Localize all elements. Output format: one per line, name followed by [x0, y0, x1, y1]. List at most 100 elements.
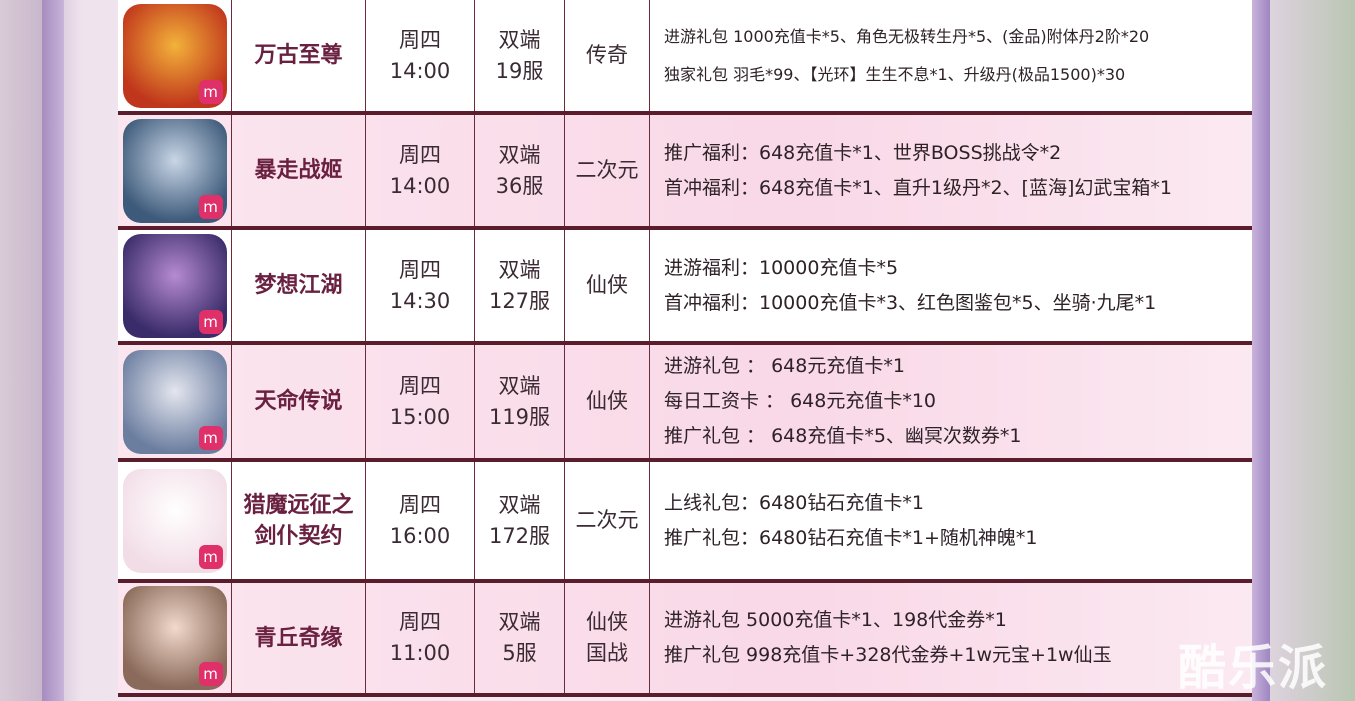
time: 11:00: [389, 641, 451, 665]
server-cell: 双端 36服: [475, 115, 565, 226]
icon-cell: m: [118, 115, 232, 226]
name-cell: 万古至尊: [232, 0, 366, 111]
genre: 二次元: [575, 158, 639, 182]
genre: 仙侠: [586, 273, 628, 297]
server: 172服: [488, 523, 551, 548]
gift-line: 上线礼包：6480钻石充值卡*1: [664, 491, 924, 514]
genre-cell: 仙侠: [565, 345, 650, 458]
icon-cell: m: [118, 583, 232, 693]
gift-line: 进游礼包 1000充值卡*5、角色无极转生丹*5、(金品)附体丹2阶*20: [664, 26, 1150, 46]
gift-cell: 进游礼包 1000充值卡*5、角色无极转生丹*5、(金品)附体丹2阶*20 独家礼…: [650, 0, 1252, 111]
name-cell: 猎魔远征之 剑仆契约: [232, 462, 366, 579]
gift-cell: 推广福利：648充值卡*1、世界BOSS挑战令*2 首冲福利：648充值卡*1、直…: [650, 115, 1252, 226]
server: 119服: [488, 404, 551, 429]
game-icon[interactable]: m: [122, 468, 227, 573]
genre: 仙侠: [586, 389, 628, 413]
name-cell: 梦想江湖: [232, 230, 366, 341]
time: 16:00: [389, 523, 451, 548]
gift-line: 每日工资卡 ： 648元充值卡*10: [664, 390, 937, 412]
genre: 二次元: [575, 508, 639, 532]
server-cell: 双端 19服: [475, 0, 565, 111]
gift-line: 首冲福利：10000充值卡*3、红色图鉴包*5、坐骑·九尾*1: [664, 291, 1157, 314]
game-name: 暴走战姬: [254, 158, 343, 183]
game-icon[interactable]: m: [122, 586, 227, 690]
time: 14:00: [389, 58, 451, 83]
day: 周四: [399, 492, 441, 517]
time: 15:00: [389, 404, 451, 429]
icon-cell: m: [118, 462, 232, 579]
platform: 双端: [498, 373, 541, 398]
gift-line: 进游礼包 ： 648元充值卡*1: [664, 355, 905, 377]
game-icon[interactable]: m: [122, 118, 227, 223]
server: 36服: [495, 173, 544, 198]
game-row[interactable]: m 天命传说 周四 15:00 双端 119服 仙侠 进游礼包 ： 648元充值卡*…: [118, 345, 1252, 462]
time-cell: 周四 16:00: [366, 462, 475, 579]
gift-line: 推广礼包 998充值卡+328代金券+1w元宝+1w仙玉: [664, 644, 1112, 666]
game-name-line: 剑仆契约: [254, 523, 343, 549]
server-cell: 双端 172服: [475, 462, 565, 579]
icon-cell: m: [118, 0, 232, 111]
platform: 双端: [498, 492, 541, 517]
genre-cell: 传奇: [565, 0, 650, 111]
game-row[interactable]: m 青丘奇缘 周四 11:00 双端 5服 仙侠 国战 进游礼包 5000充值卡*1、…: [118, 583, 1252, 697]
day: 周四: [399, 142, 441, 167]
gift-cell: 进游福利：10000充值卡*5 首冲福利：10000充值卡*3、红色图鉴包*5、坐…: [650, 230, 1252, 341]
app-badge-icon: m: [198, 544, 223, 569]
time-cell: 周四 15:00: [366, 345, 475, 458]
genre-cell: 仙侠: [565, 230, 650, 341]
server-cell: 双端 119服: [475, 345, 565, 458]
game-schedule-table: m 万古至尊 周四 14:00 双端 19服 传奇 进游礼包 1000充值卡*5、角…: [118, 0, 1252, 697]
app-badge-icon: m: [198, 662, 223, 686]
game-row[interactable]: m 猎魔远征之 剑仆契约 周四 16:00 双端 172服 二次元 上线礼包：6480…: [118, 462, 1252, 583]
time-cell: 周四 11:00: [366, 583, 475, 693]
game-icon[interactable]: m: [122, 3, 227, 108]
server: 127服: [488, 288, 551, 313]
game-row[interactable]: m 暴走战姬 周四 14:00 双端 36服 二次元 推广福利：648充值卡*1、世…: [118, 115, 1252, 230]
genre: 传奇: [586, 43, 628, 67]
platform: 双端: [498, 257, 541, 282]
game-icon[interactable]: m: [122, 349, 227, 454]
genre-cell: 二次元: [565, 462, 650, 579]
app-badge-icon: m: [198, 309, 223, 334]
app-badge-icon: m: [198, 425, 223, 450]
platform: 双端: [498, 27, 541, 52]
gift-line: 进游福利：10000充值卡*5: [664, 256, 899, 279]
app-badge-icon: m: [198, 79, 223, 104]
genre-cell: 二次元: [565, 115, 650, 226]
platform: 双端: [498, 142, 541, 167]
gift-line: 进游礼包 5000充值卡*1、198代金券*1: [664, 609, 1007, 631]
genre-cell: 仙侠 国战: [565, 583, 650, 693]
game-name: 万古至尊: [254, 43, 343, 68]
day: 周四: [399, 27, 441, 52]
name-cell: 青丘奇缘: [232, 583, 366, 693]
icon-cell: m: [118, 230, 232, 341]
server-cell: 双端 5服: [475, 583, 565, 693]
day: 周四: [399, 373, 441, 398]
time-cell: 周四 14:30: [366, 230, 475, 341]
gift-cell: 进游礼包 ： 648元充值卡*1 每日工资卡 ： 648元充值卡*10 推广礼包 ：…: [650, 345, 1252, 458]
genre-line: 仙侠: [586, 610, 628, 634]
gift-line: 独家礼包 羽毛*99、【光环】生生不息*1、升级丹(极品1500)*30: [664, 64, 1126, 84]
gift-line: 推广福利：648充值卡*1、世界BOSS挑战令*2: [664, 141, 1062, 164]
gift-cell: 上线礼包：6480钻石充值卡*1 推广礼包：6480钻石充值卡*1+随机神魄*1: [650, 462, 1252, 579]
app-badge-icon: m: [198, 194, 223, 219]
icon-cell: m: [118, 345, 232, 458]
game-name: 天命传说: [254, 389, 343, 414]
game-name: 青丘奇缘: [254, 625, 343, 651]
gift-line: 首冲福利：648充值卡*1、直升1级丹*2、[蓝海]幻武宝箱*1: [664, 176, 1172, 199]
left-frame: [42, 0, 64, 701]
server: 19服: [495, 58, 544, 83]
game-name: 梦想江湖: [254, 273, 343, 298]
right-frame: [1252, 0, 1270, 701]
server: 5服: [502, 641, 537, 665]
name-cell: 暴走战姬: [232, 115, 366, 226]
gift-line: 推广礼包 ： 648充值卡*5、幽冥次数券*1: [664, 425, 1022, 447]
time: 14:30: [389, 288, 451, 313]
watermark: 酷乐派: [1178, 640, 1329, 696]
platform: 双端: [498, 610, 541, 634]
game-row[interactable]: m 梦想江湖 周四 14:30 双端 127服 仙侠 进游福利：10000充值卡*5…: [118, 230, 1252, 345]
name-cell: 天命传说: [232, 345, 366, 458]
game-row[interactable]: m 万古至尊 周四 14:00 双端 19服 传奇 进游礼包 1000充值卡*5、角…: [118, 0, 1252, 115]
time: 14:00: [389, 173, 451, 198]
game-icon[interactable]: m: [122, 233, 227, 338]
